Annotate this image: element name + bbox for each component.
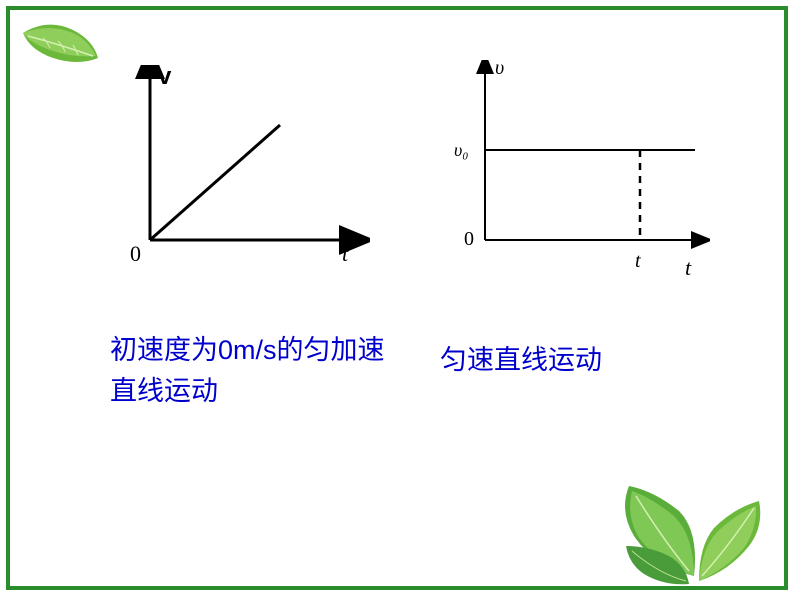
caption-left-text: 初速度为0m/s的匀加速直线运动 bbox=[110, 335, 385, 406]
origin-label: 0 bbox=[464, 228, 474, 251]
y-tick-label: υ₀ bbox=[454, 140, 469, 161]
y-axis-label: υ bbox=[495, 57, 504, 80]
caption-left: 初速度为0m/s的匀加速直线运动 bbox=[110, 330, 390, 411]
x-axis-label: t bbox=[685, 255, 691, 281]
x-axis-label: t bbox=[342, 241, 348, 267]
x-tick-label: t bbox=[635, 250, 641, 273]
leaf-decoration-bottom-right bbox=[594, 456, 774, 586]
y-axis-label: v bbox=[158, 63, 171, 91]
chart-right-constant: υ υ₀ 0 t t bbox=[440, 60, 710, 270]
chart-left-acceleration: v 0 t bbox=[110, 65, 370, 265]
leaf-decoration-top-left bbox=[18, 18, 108, 78]
origin-label: 0 bbox=[130, 241, 141, 267]
caption-right: 匀速直线运动 bbox=[440, 338, 700, 377]
caption-right-text: 匀速直线运动 bbox=[440, 345, 602, 375]
slide-frame: v 0 t υ υ₀ 0 t t 初速度为0m/s的匀加速直线运动 匀速直线运动 bbox=[6, 6, 788, 590]
